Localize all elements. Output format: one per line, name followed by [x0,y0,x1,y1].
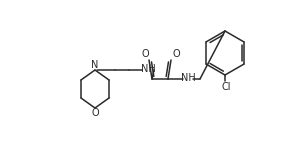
Text: Cl: Cl [221,82,231,92]
Text: O: O [91,108,99,118]
Text: O: O [172,49,180,59]
Text: N: N [91,60,99,70]
Text: NH: NH [181,73,195,83]
Text: O: O [141,49,149,59]
Text: NH: NH [141,64,155,74]
